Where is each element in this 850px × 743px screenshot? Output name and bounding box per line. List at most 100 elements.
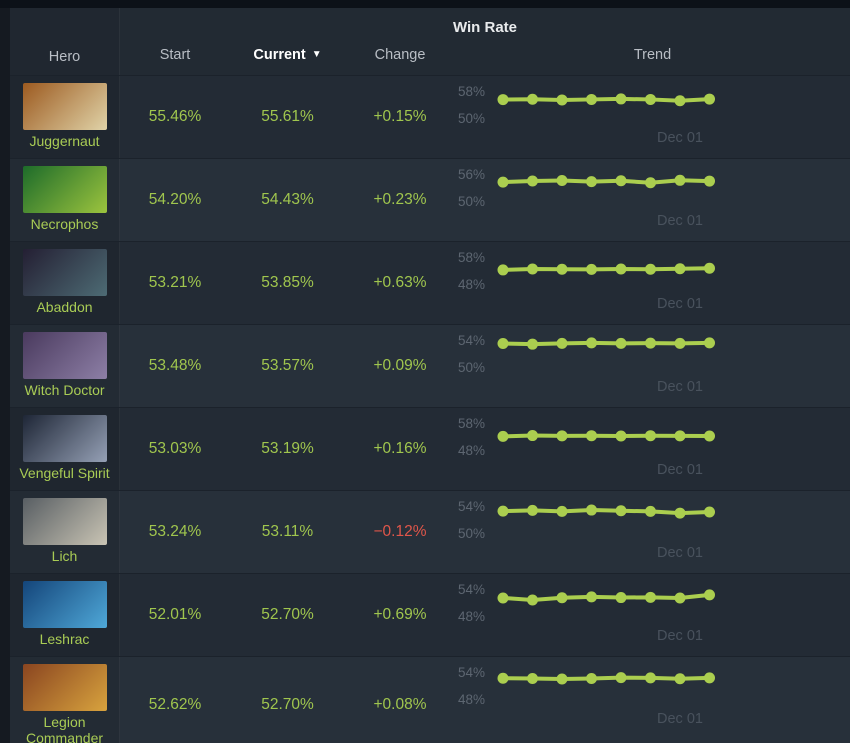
y-axis-max-label: 54% [458,499,485,514]
trend-data-point [674,263,686,275]
current-win-rate-value: 53.85% [261,274,314,291]
trend-sparkline-chart: 54% 48% Dec 01 [455,574,850,656]
sparkline-svg: 58% 50% Dec 01 [458,84,715,146]
hero-cell[interactable]: Abaddon [10,242,120,324]
trend-data-point [704,175,715,187]
current-win-rate-value: 55.61% [261,108,314,125]
trend-data-point [556,430,568,442]
start-win-rate-value: 53.21% [148,274,202,291]
hero-column-header: Hero [48,49,81,65]
hero-portrait-image[interactable] [22,249,107,296]
hero-portrait-image[interactable] [22,83,107,130]
hero-portrait-image[interactable] [22,581,107,628]
hero-cell[interactable]: Lich [10,491,120,573]
start-win-rate-value: 54.20% [148,191,202,208]
hero-name-link[interactable]: Leshrac [39,631,90,647]
change-value: +0.69% [373,606,427,623]
trend-data-point [556,263,568,275]
trend-data-point [586,430,597,442]
x-axis-date-label: Dec 01 [657,628,703,644]
hero-name-link[interactable]: Lich [51,548,78,564]
hero-portrait-image[interactable] [22,166,107,213]
trend-data-point [586,504,597,516]
hero-name-link[interactable]: Necrophos [30,216,99,232]
trend-data-point [674,430,686,442]
hero-name-link[interactable]: Legion Commander [25,714,104,743]
change-value: +0.08% [373,695,427,713]
hero-cell[interactable]: Juggernaut [10,76,120,158]
y-axis-max-label: 58% [458,416,485,431]
trend-data-point [645,337,656,349]
trend-data-point [704,262,715,274]
trend-data-point [645,672,656,684]
y-axis-max-label: 54% [458,333,485,348]
x-axis-date-label: Dec 01 [657,213,703,229]
trend-sparkline-chart: 58% 50% Dec 01 [455,76,850,158]
trend-data-point [674,174,686,186]
sparkline-svg: 54% 48% Dec 01 [458,582,715,644]
trend-data-point [615,430,627,442]
y-axis-min-label: 48% [458,692,485,707]
trend-data-point [704,93,715,105]
table-row: Leshrac 52.01% 52.70% +0.69% 54% 48% Dec 0… [10,573,850,656]
hero-cell[interactable]: Leshrac [10,574,120,656]
table-row: Legion Commander 52.62% 52.70% +0.08% 54… [10,656,850,743]
header-right-group: Win Rate Start Current ▼ Change Trend [120,8,850,75]
y-axis-min-label: 50% [458,111,485,126]
trend-data-point [556,94,568,106]
hero-name-link[interactable]: Witch Doctor [24,382,105,398]
change-value: +0.63% [373,274,427,291]
hero-name-link[interactable]: Juggernaut [29,133,100,149]
change-column-header[interactable]: Change [374,47,426,63]
table-row: Abaddon 53.21% 53.85% +0.63% 58% 48% Dec 0… [10,241,850,324]
table-row: Necrophos 54.20% 54.43% +0.23% 56% 50% Dec… [10,158,850,241]
current-column-header-sorted[interactable]: Current ▼ [230,47,345,63]
trend-data-point [497,430,509,442]
y-axis-min-label: 48% [458,277,485,292]
trend-data-point [645,591,656,603]
start-column-header[interactable]: Start [159,47,191,63]
trend-sparkline-chart: 58% 48% Dec 01 [455,242,850,324]
win-rate-table: Hero Win Rate Start Current ▼ Change Tren… [10,8,850,743]
sparkline-svg: 58% 48% Dec 01 [458,416,715,478]
y-axis-max-label: 58% [458,250,485,265]
x-axis-date-label: Dec 01 [657,296,703,312]
change-value: −0.12% [373,523,427,540]
change-value: +0.16% [373,440,427,457]
trend-data-point [674,592,686,604]
trend-sparkline-chart: 56% 50% Dec 01 [455,159,850,241]
trend-data-point [497,338,509,350]
hero-cell[interactable]: Witch Doctor [10,325,120,407]
trend-data-point [497,672,509,684]
sparkline-svg: 54% 50% Dec 01 [458,333,715,395]
sparkline-svg: 56% 50% Dec 01 [458,167,715,229]
hero-cell[interactable]: Legion Commander [10,657,120,743]
trend-sparkline-chart: 54% 50% Dec 01 [455,325,850,407]
trend-data-point [527,504,538,516]
trend-data-point [615,505,627,517]
trend-data-point [527,93,538,105]
trend-data-point [586,176,597,188]
trend-sparkline-chart: 54% 50% Dec 01 [455,491,850,573]
x-axis-date-label: Dec 01 [657,462,703,478]
hero-cell[interactable]: Necrophos [10,159,120,241]
x-axis-date-label: Dec 01 [657,379,703,395]
hero-portrait-image[interactable] [22,664,107,711]
hero-name-link[interactable]: Vengeful Spirit [19,465,110,481]
trend-data-point [586,263,597,275]
trend-data-point [615,263,627,275]
trend-data-point [497,176,509,188]
table-row: Vengeful Spirit 53.03% 53.19% +0.16% 58%… [10,407,850,490]
hero-portrait-image[interactable] [22,415,107,462]
hero-portrait-image[interactable] [22,332,107,379]
hero-portrait-image[interactable] [22,498,107,545]
trend-data-point [615,175,627,187]
hero-cell[interactable]: Vengeful Spirit [10,408,120,490]
trend-data-point [704,589,715,601]
trend-data-point [645,93,656,105]
trend-data-point [556,673,568,685]
trend-data-point [527,175,538,187]
trend-data-point [674,337,686,349]
change-value: +0.09% [373,357,427,374]
hero-name-link[interactable]: Abaddon [36,299,93,315]
